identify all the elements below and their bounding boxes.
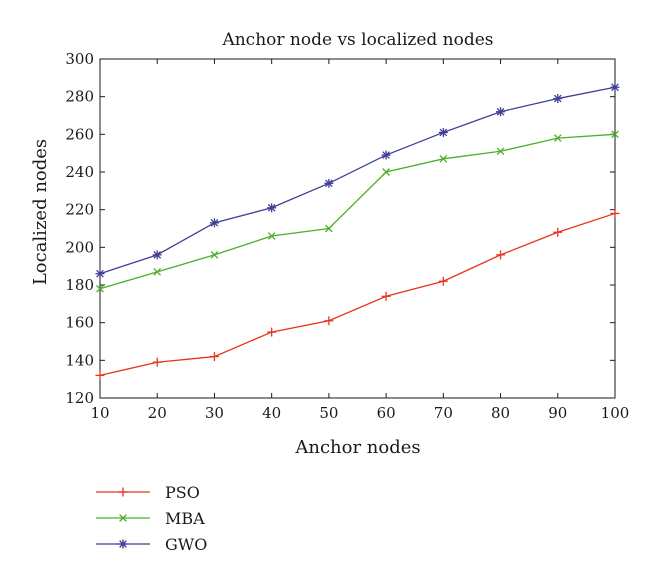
data-point-pso [324,316,334,326]
x-tick-label: 100 [601,404,630,422]
y-tick-label: 160 [65,314,94,332]
data-point-gwo [553,94,563,104]
y-tick-label: 240 [65,163,94,181]
y-tick-label: 140 [65,351,94,369]
data-point-mba [496,147,505,156]
x-tick-label: 50 [319,404,338,422]
data-point-gwo [95,269,105,279]
data-point-mba [325,224,333,233]
data-point-gwo [209,218,219,228]
data-point-pso [610,208,620,218]
data-point-mba [210,251,219,259]
data-point-gwo [324,178,334,188]
series-line-pso [99,212,616,377]
x-tick-label: 10 [90,404,109,422]
x-tick-label: 60 [377,404,396,422]
plot-area [99,58,616,399]
data-point-gwo [610,82,620,92]
y-axis-label: Localized nodes [30,139,51,285]
axis-ticks: 10 20 30 40 50 60 70 80 90 100 120 140 160 180 200 220 2… [65,50,629,422]
data-point-gwo [438,127,448,137]
data-point-pso [152,357,162,367]
series-line-gwo [99,86,616,275]
x-axis-label: Anchor nodes [294,437,420,458]
data-point-pso [496,250,506,260]
series-layer [95,82,620,380]
y-tick-label: 120 [65,389,94,407]
data-point-mba [267,232,276,240]
legend-marker-mba [119,514,127,522]
data-point-gwo [267,203,277,213]
data-point-pso [438,276,448,286]
data-point-pso [267,327,277,337]
legend: PSO MBA GWO [96,483,207,554]
legend-label-mba: MBA [165,509,205,528]
data-point-pso [209,352,219,362]
y-tick-label: 280 [65,88,94,106]
legend-marker-gwo [118,539,128,549]
data-point-mba [153,267,162,276]
y-tick-label: 260 [65,125,94,143]
x-tick-label: 40 [262,404,281,422]
data-point-gwo [496,107,506,117]
chart-title: Anchor node vs localized nodes [221,30,493,50]
data-point-mba [382,168,390,176]
legend-label-gwo: GWO [165,535,207,554]
y-tick-label: 200 [65,238,94,256]
legend-marker-pso [118,487,128,497]
data-point-mba [611,130,619,139]
data-point-mba [553,134,562,142]
data-point-mba [96,284,104,293]
x-tick-label: 80 [491,404,510,422]
data-point-gwo [152,250,162,260]
x-tick-label: 30 [205,404,224,422]
x-tick-label: 20 [148,404,167,422]
data-point-mba [439,154,448,163]
legend-label-pso: PSO [165,483,200,502]
data-point-pso [553,227,563,237]
data-point-pso [381,291,391,301]
y-tick-label: 300 [65,50,94,68]
y-tick-label: 180 [65,276,94,294]
data-point-pso [95,370,105,380]
data-point-gwo [381,150,391,160]
x-tick-label: 70 [434,404,453,422]
y-tick-label: 220 [65,201,94,219]
series-line-mba [99,133,616,290]
x-tick-label: 90 [548,404,567,422]
